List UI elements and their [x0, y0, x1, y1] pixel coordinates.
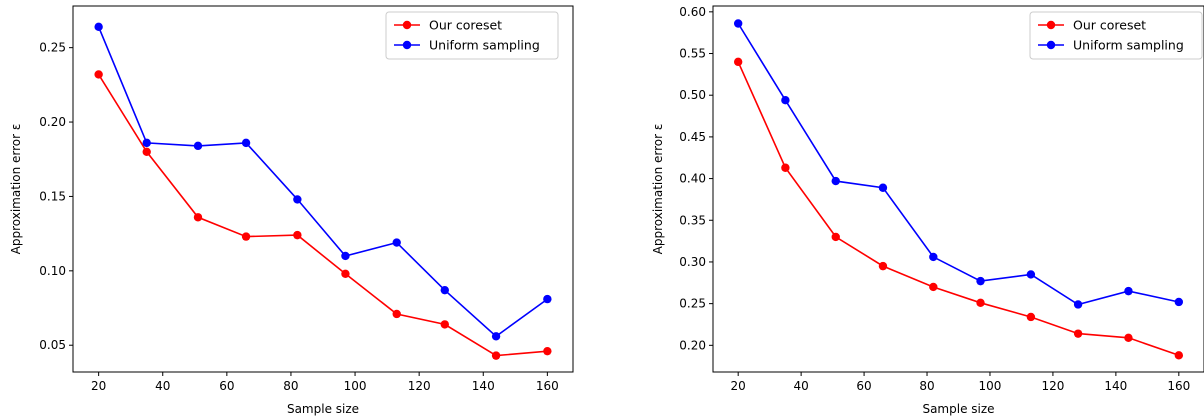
- y-tick-label: 0.15: [39, 189, 66, 203]
- legend-swatch-marker: [402, 20, 412, 30]
- data-point: [94, 22, 103, 32]
- y-tick-label: 0.25: [39, 41, 66, 55]
- data-point: [1026, 270, 1036, 279]
- data-point: [831, 176, 840, 186]
- series-uniform-sampling: [733, 19, 1184, 309]
- y-tick-label: 0.45: [679, 130, 706, 144]
- data-point: [929, 282, 938, 292]
- series-line: [737, 23, 1179, 306]
- plot-frame: [72, 5, 574, 373]
- series-line: [97, 73, 548, 357]
- legend-swatch-marker: [402, 40, 412, 50]
- legend-box: [1029, 11, 1203, 60]
- chart-1: 20 40 60 80 100 120 140 160 0.05 0.10 0.15 0.20 0.25…: [9, 5, 574, 416]
- y-tick-label: 0.55: [679, 47, 706, 61]
- x-tick-label: 60: [219, 379, 234, 393]
- x-tick-label: 160: [1167, 379, 1190, 393]
- y-tick-label: 0.25: [679, 297, 706, 311]
- y-tick-label: 0.20: [679, 338, 706, 352]
- data-point: [193, 141, 203, 151]
- legend: Our coreset Uniform sampling: [385, 11, 559, 60]
- series-uniform-sampling: [94, 22, 552, 341]
- x-tick-label: 60: [856, 379, 871, 393]
- y-tick-label: 0.10: [39, 264, 66, 278]
- data-point: [341, 251, 350, 261]
- data-point: [976, 276, 985, 286]
- data-point: [1124, 286, 1133, 296]
- x-tick-label: 140: [472, 379, 495, 393]
- data-point: [1174, 351, 1184, 360]
- data-point: [976, 298, 985, 308]
- legend-entry-label: Our coreset: [1073, 18, 1146, 33]
- data-point: [142, 147, 151, 157]
- x-axis-label: Sample size: [922, 402, 994, 416]
- x-tick-label: 120: [1041, 379, 1064, 393]
- y-tick-label: 0.35: [679, 213, 706, 227]
- y-tick-label: 0.40: [679, 172, 706, 186]
- legend-swatch-marker: [1046, 20, 1056, 30]
- data-point: [293, 230, 302, 240]
- data-point: [733, 19, 743, 28]
- x-tick-label: 40: [793, 379, 808, 393]
- data-point: [341, 269, 350, 279]
- y-tick-label: 0.05: [39, 338, 66, 352]
- y-tick-label: 0.20: [39, 115, 66, 129]
- x-tick-label: 20: [731, 379, 746, 393]
- series-our-coreset: [733, 57, 1184, 360]
- x-tick-label: 100: [979, 379, 1002, 393]
- x-tick-label: 120: [408, 379, 431, 393]
- data-point: [1174, 297, 1184, 307]
- y-tick-label: 0.50: [679, 88, 706, 102]
- y-tick-label: 0.60: [679, 5, 706, 19]
- data-point: [142, 138, 151, 148]
- data-point: [491, 332, 501, 341]
- series-line: [737, 61, 1180, 357]
- data-point: [929, 252, 938, 262]
- data-point: [1073, 329, 1083, 338]
- data-point: [241, 138, 251, 148]
- series-our-coreset: [94, 70, 552, 360]
- plot-frame: [712, 5, 1204, 373]
- data-point: [392, 309, 401, 319]
- data-point: [543, 346, 552, 356]
- data-point: [491, 351, 501, 360]
- x-tick-label: 20: [91, 379, 106, 393]
- legend: Our coreset Uniform sampling: [1029, 11, 1203, 60]
- x-tick-label: 40: [155, 379, 170, 393]
- series-line: [97, 26, 548, 338]
- data-point: [878, 183, 888, 192]
- legend-swatch-marker: [1046, 40, 1056, 50]
- data-point: [440, 285, 449, 295]
- data-point: [781, 96, 790, 105]
- data-point: [94, 70, 103, 79]
- data-point: [241, 232, 251, 241]
- legend-entry-label: Uniform sampling: [429, 38, 540, 53]
- data-point: [392, 238, 401, 247]
- data-point: [440, 320, 449, 329]
- data-point: [1073, 300, 1083, 309]
- data-point: [733, 57, 743, 67]
- x-tick-label: 80: [919, 379, 934, 393]
- legend-entry-label: Uniform sampling: [1073, 38, 1184, 53]
- x-tick-label: 140: [1104, 379, 1127, 393]
- y-tick-label: 0.30: [679, 255, 706, 269]
- data-point: [193, 213, 203, 222]
- data-point: [878, 261, 888, 271]
- data-point: [543, 294, 552, 304]
- chart-2: 20 40 60 80 100 120 140 160 0.20 0.25 0.30 0.35 0.40…: [651, 5, 1204, 416]
- data-point: [1026, 312, 1036, 322]
- data-point: [293, 195, 302, 204]
- x-tick-label: 80: [283, 379, 298, 393]
- y-axis-label: Approximation error ε: [9, 124, 23, 255]
- legend-box: [385, 11, 559, 60]
- x-tick-label: 160: [536, 379, 559, 393]
- y-axis-label: Approximation error ε: [651, 124, 665, 255]
- legend-entry-label: Our coreset: [429, 18, 502, 33]
- data-point: [831, 232, 840, 242]
- x-axis-label: Sample size: [287, 402, 359, 416]
- x-tick-label: 100: [344, 379, 367, 393]
- data-point: [1124, 333, 1133, 343]
- data-point: [781, 163, 790, 172]
